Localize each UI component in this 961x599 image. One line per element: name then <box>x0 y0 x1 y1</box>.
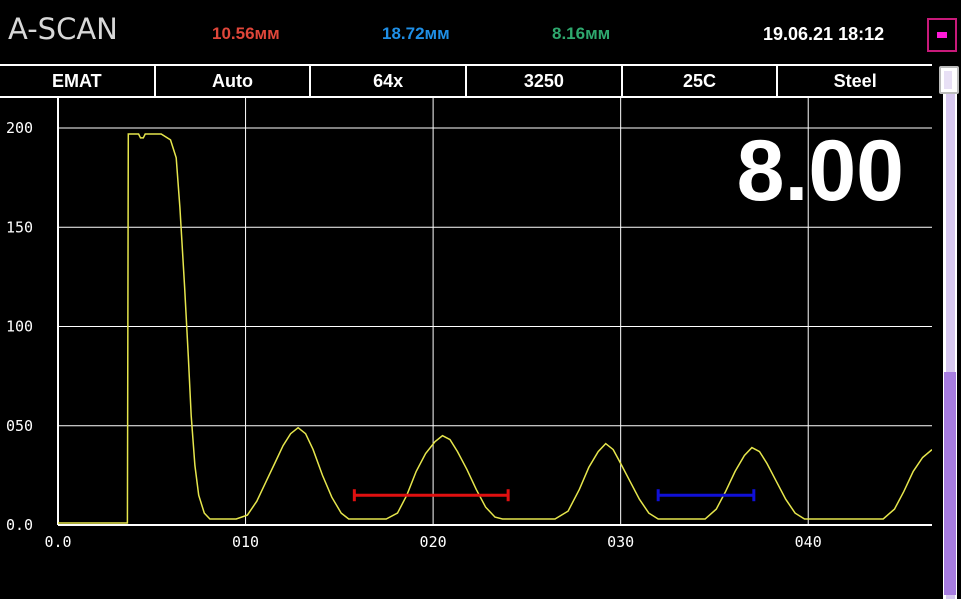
gate-2-thickness: 18.72мм <box>382 24 450 43</box>
temperature-cell[interactable]: 25C <box>623 66 779 96</box>
scroll-thumb[interactable] <box>939 66 959 94</box>
x-tick-label: 020 <box>420 533 447 551</box>
x-tick-label: 010 <box>232 533 259 551</box>
x-tick-label: 040 <box>795 533 822 551</box>
a-scan-signal-line <box>58 133 933 524</box>
y-tick-label: 100 <box>6 318 33 336</box>
a-scan-chart: 0.0 010 020 030 040 0.0 050 100 150 200 <box>6 98 933 551</box>
velocity-cell[interactable]: 3250 <box>467 66 623 96</box>
a-scan-plot: 0.0 010 020 030 040 0.0 050 100 150 200 8.00 <box>0 98 933 555</box>
x-tick-label: 030 <box>607 533 634 551</box>
mode-cell[interactable]: EMAT <box>0 66 156 96</box>
x-tick-label: 0.0 <box>44 533 71 551</box>
scroll-level-fill <box>944 371 956 595</box>
thickness-readout: 8.00 <box>736 123 904 219</box>
status-indicator[interactable] <box>927 18 957 52</box>
header-bar: A-SCAN 10.56мм 18.72мм 8.16мм 19.06.21 1… <box>0 0 961 64</box>
material-cell[interactable]: Steel <box>833 70 877 91</box>
averaging-cell[interactable]: 64x <box>311 66 468 96</box>
date-time: 19.06.21 18:12 <box>763 24 885 44</box>
app-title: A-SCAN <box>8 12 118 46</box>
y-tick-label: 0.0 <box>6 516 33 534</box>
y-tick-label: 200 <box>6 119 33 137</box>
y-tick-label: 050 <box>6 417 33 435</box>
gain-mode-cell[interactable]: Auto <box>156 66 312 96</box>
difference-thickness: 8.16мм <box>552 24 611 43</box>
gate-1-thickness: 10.56мм <box>212 24 280 43</box>
indicator-icon <box>937 32 947 38</box>
status-bar: EMAT Auto 64x 3250 25C Steel <box>0 64 932 98</box>
vertical-scrollbar[interactable] <box>932 64 961 599</box>
y-tick-label: 150 <box>6 218 33 236</box>
